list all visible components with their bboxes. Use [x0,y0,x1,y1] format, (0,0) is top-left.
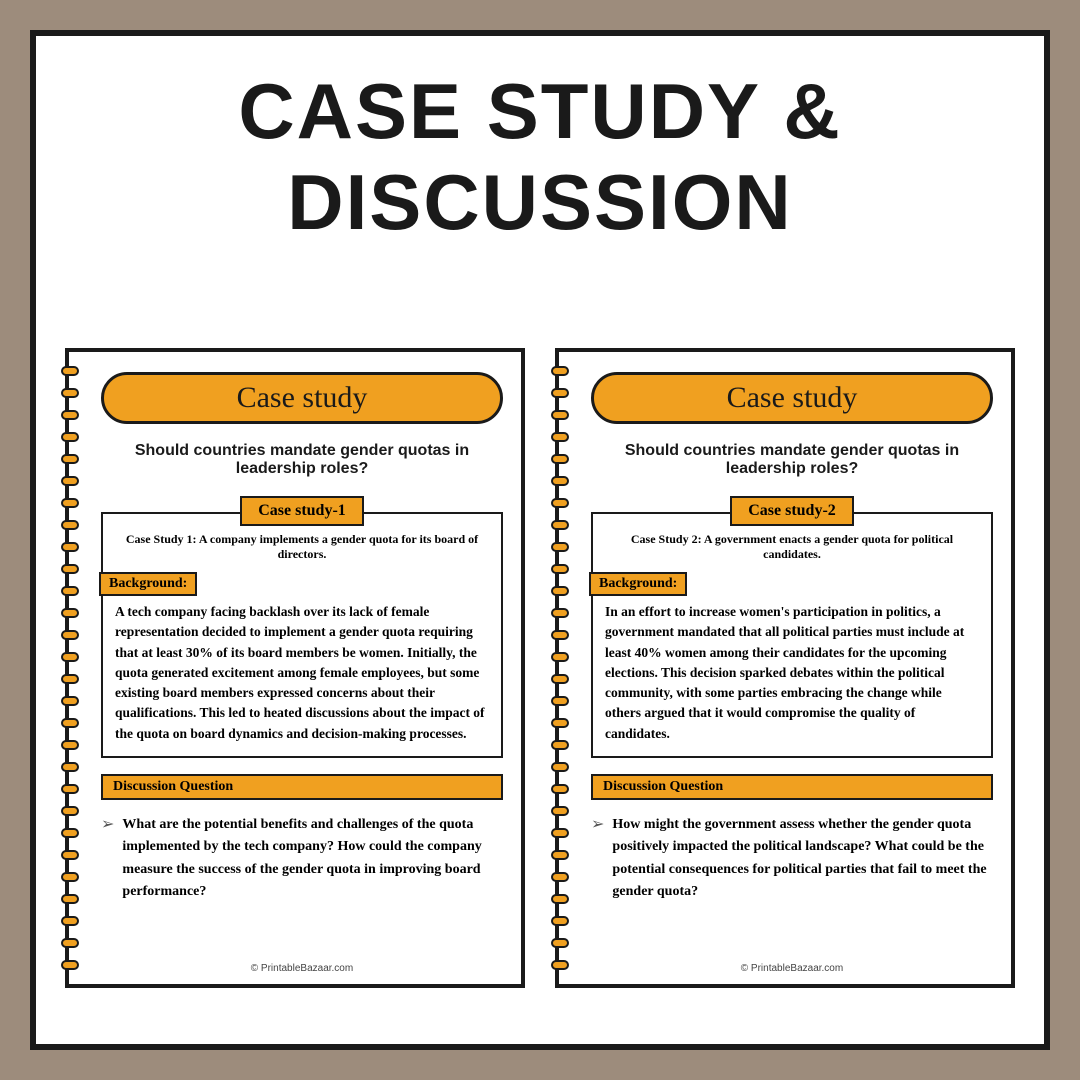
content-box: Case Study 1: A company implements a gen… [101,512,503,758]
cards-row: Case study Should countries mandate gend… [56,348,1024,988]
spiral-binding [61,366,79,970]
study-label: Case study-2 [730,496,854,526]
discussion-question-text: How might the government assess whether … [612,814,993,904]
case-study-card-2: Case study Should countries mandate gend… [555,348,1015,988]
bullet-icon: ➢ [591,814,604,904]
card-question: Should countries mandate gender quotas i… [101,442,503,478]
background-text: In an effort to increase women's partici… [605,602,979,744]
study-label-wrap: Case study-2 [591,496,993,526]
card-footer: © PrintableBazaar.com [591,953,993,974]
spiral-binding [551,366,569,970]
discussion-question-text: What are the potential benefits and chal… [122,814,503,904]
discussion-question-row: ➢ What are the potential benefits and ch… [101,814,503,904]
card-header: Case study [591,372,993,424]
study-label: Case study-1 [240,496,364,526]
background-text: A tech company facing backlash over its … [115,602,489,744]
content-box: Case Study 2: A government enacts a gend… [591,512,993,758]
study-label-wrap: Case study-1 [101,496,503,526]
outer-frame: Case study & Discussion Case study Shoul… [30,30,1050,1050]
discussion-question-label: Discussion Question [591,774,993,800]
card-question: Should countries mandate gender quotas i… [591,442,993,478]
case-intro: Case Study 2: A government enacts a gend… [605,532,979,562]
main-title: Case study & Discussion [56,66,1024,248]
case-intro: Case Study 1: A company implements a gen… [115,532,489,562]
discussion-question-label: Discussion Question [101,774,503,800]
bullet-icon: ➢ [101,814,114,904]
background-label: Background: [99,572,197,596]
case-study-card-1: Case study Should countries mandate gend… [65,348,525,988]
card-header: Case study [101,372,503,424]
background-label: Background: [589,572,687,596]
card-footer: © PrintableBazaar.com [101,953,503,974]
discussion-question-row: ➢ How might the government assess whethe… [591,814,993,904]
